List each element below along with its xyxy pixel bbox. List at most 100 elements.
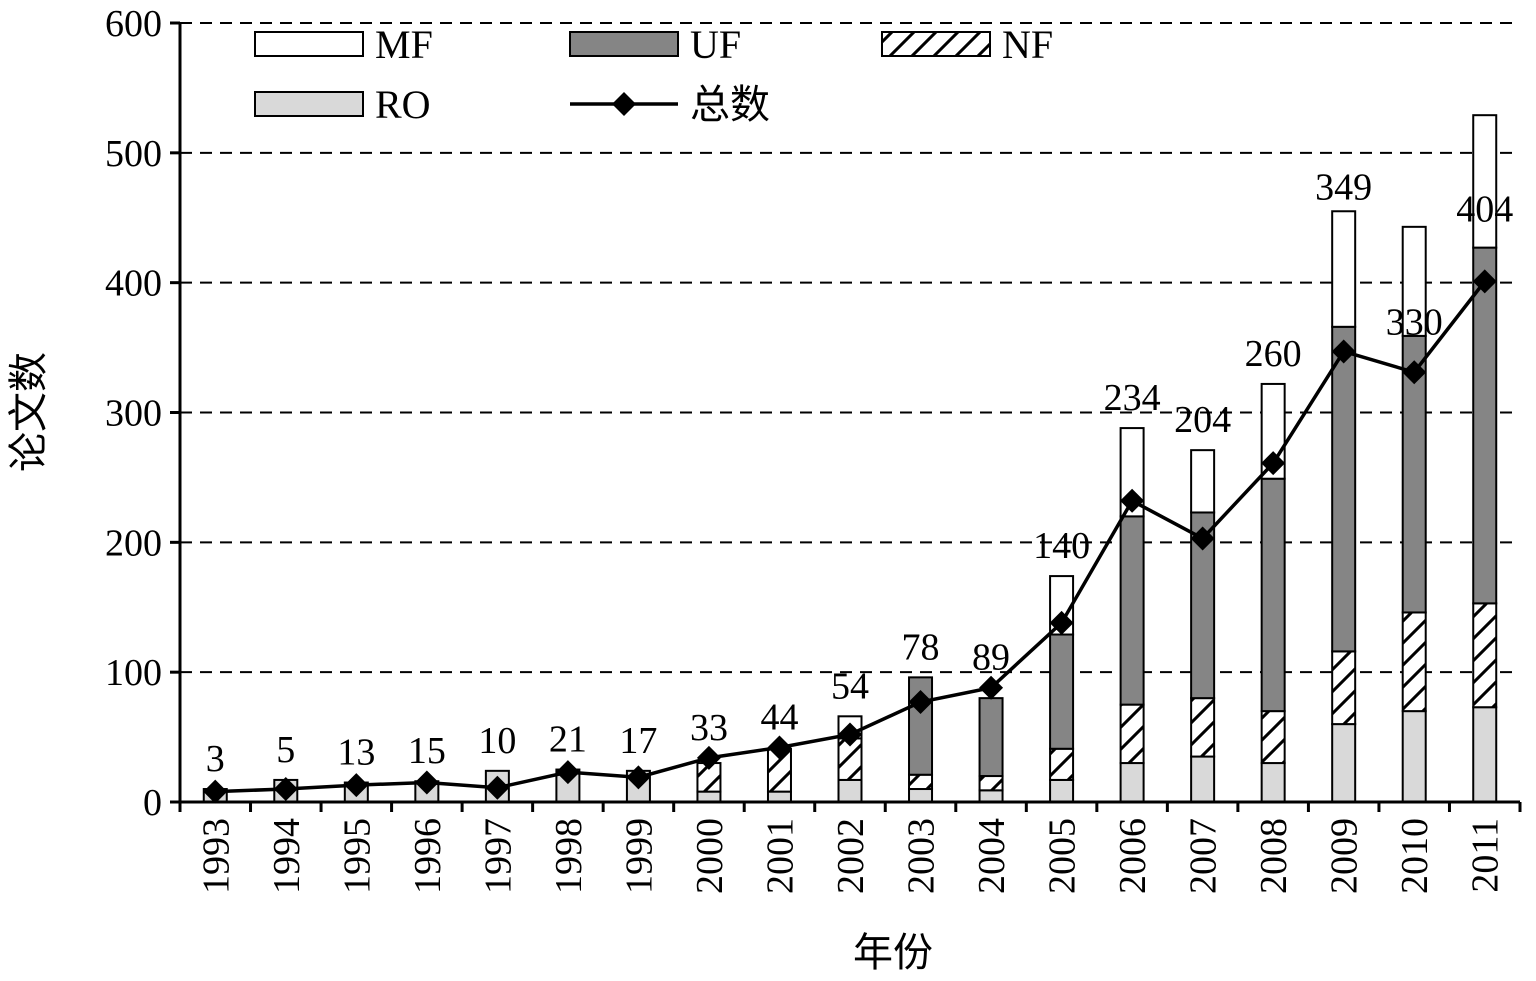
bar-RO-2003 — [908, 788, 934, 803]
total-marker-2009 — [1331, 339, 1356, 364]
bar-MF-2006 — [1119, 427, 1145, 518]
x-tick-label-2002: 2002 — [830, 818, 872, 894]
bar-NF-2008 — [1260, 710, 1286, 765]
total-marker-1997 — [485, 775, 510, 800]
bar-MF-2010 — [1401, 225, 1427, 337]
x-tick-label-2005: 2005 — [1042, 818, 1084, 894]
bar-UF-2005 — [1049, 633, 1075, 750]
total-marker-2002 — [838, 722, 862, 747]
data-label-2010: 330 — [1386, 301, 1443, 343]
legend-label-UF: UF — [690, 22, 741, 67]
total-marker-2011 — [1472, 269, 1497, 294]
bar-NF-2010 — [1401, 611, 1427, 713]
x-tick-label-1997: 1997 — [477, 818, 519, 894]
total-marker-2006 — [1120, 488, 1145, 513]
bar-RO-2009 — [1331, 723, 1357, 803]
data-label-1998: 21 — [549, 719, 587, 761]
bar-RO-2005 — [1049, 778, 1075, 804]
y-tick-label-300: 300 — [105, 393, 162, 435]
total-line-group — [203, 269, 1497, 804]
bar-NF-2006 — [1119, 703, 1145, 765]
data-label-2000: 33 — [690, 707, 728, 749]
total-marker-2010 — [1402, 360, 1427, 385]
y-tick-label-100: 100 — [105, 652, 162, 694]
bar-RO-2002 — [837, 778, 863, 804]
legend-label-total: 总数 — [690, 82, 770, 128]
tick-labels: 0 100 200 300 400 500 600 1993 1994 1995 1996 1997 1… — [105, 3, 1507, 894]
bar-RO-2010 — [1401, 710, 1427, 803]
x-tick-label-1993: 1993 — [195, 818, 237, 894]
total-marker-2003 — [908, 690, 933, 715]
legend-marker-total — [612, 92, 636, 116]
data-label-1996: 15 — [408, 730, 446, 772]
bar-UF-2009 — [1331, 325, 1357, 653]
data-label-1994: 5 — [276, 729, 295, 771]
legend-label-MF: MF — [375, 22, 433, 67]
bar-MF-2007 — [1190, 449, 1216, 514]
total-marker-2004 — [979, 675, 1004, 700]
data-label-1997: 10 — [478, 720, 516, 762]
legend: MF UF NF RO 总数 — [254, 22, 1053, 128]
legend-label-NF: NF — [1002, 22, 1053, 67]
x-tick-label-1998: 1998 — [548, 818, 590, 894]
data-label-2009: 349 — [1315, 166, 1372, 208]
x-tick-label-2004: 2004 — [971, 818, 1013, 894]
x-tick-label-2007: 2007 — [1183, 818, 1225, 894]
data-label-1993: 3 — [206, 738, 225, 780]
bar-RO-2011 — [1472, 706, 1498, 804]
total-marker-1996 — [414, 770, 439, 795]
x-tick-label-1999: 1999 — [618, 818, 660, 894]
y-tick-label-0: 0 — [143, 782, 162, 824]
data-label-2007: 204 — [1174, 399, 1231, 441]
x-tick-label-2001: 2001 — [759, 818, 801, 894]
bar-NF-2011 — [1472, 602, 1498, 709]
total-marker-1993 — [203, 779, 228, 804]
y-axis-title: 论文数 — [6, 352, 52, 472]
x-tick-label-1996: 1996 — [407, 818, 449, 894]
bar-UF-2006 — [1119, 515, 1145, 706]
x-tick-label-2009: 2009 — [1324, 818, 1366, 894]
y-tick-label-200: 200 — [105, 522, 162, 564]
x-tick-label-2011: 2011 — [1465, 818, 1507, 893]
bar-RO-2007 — [1190, 755, 1216, 804]
bar-UF-2004 — [978, 697, 1004, 778]
bar-NF-2007 — [1190, 697, 1216, 758]
data-label-2005: 140 — [1033, 525, 1090, 567]
bar-RO-2004 — [978, 789, 1004, 804]
grid-lines — [180, 22, 1520, 674]
bar-RO-2001 — [766, 790, 792, 804]
legend-swatch-RO — [254, 91, 364, 117]
x-axis-title: 年份 — [853, 930, 933, 976]
data-label-2003: 78 — [902, 626, 940, 668]
total-marker-1999 — [626, 765, 651, 790]
total-marker-2000 — [696, 745, 721, 770]
total-marker-2008 — [1261, 451, 1286, 476]
x-tick-label-2000: 2000 — [689, 818, 731, 894]
total-marker-1994 — [273, 777, 298, 802]
bar-NF-2009 — [1331, 650, 1357, 726]
bar-NF-2004 — [978, 775, 1004, 792]
legend-swatch-MF — [254, 31, 364, 57]
x-tick-label-2003: 2003 — [901, 818, 943, 894]
data-label-2006: 234 — [1104, 377, 1161, 419]
x-tick-label-2010: 2010 — [1394, 818, 1436, 894]
bar-UF-2011 — [1472, 246, 1498, 605]
y-tick-label-600: 600 — [105, 3, 162, 45]
data-label-2002: 54 — [831, 665, 869, 707]
bar-MF-2011 — [1472, 114, 1498, 249]
x-tick-label-1994: 1994 — [266, 818, 308, 894]
total-marker-1998 — [555, 760, 580, 785]
bar-RO-2006 — [1119, 762, 1145, 803]
bar-MF-2009 — [1331, 210, 1357, 328]
legend-swatch-UF — [569, 31, 679, 57]
total-marker-2005 — [1049, 610, 1074, 635]
x-tick-label-2006: 2006 — [1112, 818, 1154, 894]
bar-NF-2003 — [908, 773, 934, 791]
y-tick-label-500: 500 — [105, 133, 162, 175]
total-marker-2001 — [767, 735, 792, 760]
x-tick-label-2008: 2008 — [1253, 818, 1295, 894]
x-tick-label-1995: 1995 — [336, 818, 378, 894]
data-label-1999: 17 — [619, 720, 657, 762]
bar-RO-2008 — [1260, 762, 1286, 803]
